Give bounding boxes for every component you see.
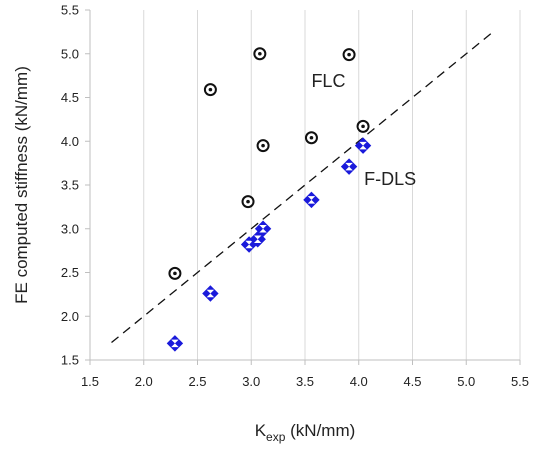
annotation-flc: FLC [311, 71, 345, 91]
data-markers [166, 47, 372, 352]
marker-dot [258, 51, 262, 56]
circle-dot-marker [253, 47, 267, 61]
marker-dot [347, 52, 351, 57]
marker-dot [261, 143, 265, 148]
circle-dot-marker [304, 131, 318, 145]
marker-diamond-inner [206, 289, 215, 298]
marker-diamond-inner [171, 339, 179, 348]
circle-dot-marker [256, 139, 270, 153]
circle-dot-marker [342, 48, 356, 62]
y-tick-label: 3.5 [61, 178, 79, 193]
x-tick-label: 5.5 [511, 374, 529, 389]
annotation-fdls: F-DLS [364, 169, 416, 189]
marker-diamond-inner [359, 141, 367, 150]
marker-dot [361, 124, 365, 129]
x-tick-label: 4.0 [350, 374, 368, 389]
y-tick-label: 5.0 [61, 46, 79, 61]
grid-lines [143, 10, 521, 360]
x-tick-label: 2.5 [188, 374, 206, 389]
marker-dot [208, 87, 213, 92]
x-tick-label: 2.0 [135, 374, 153, 389]
reference-line [111, 29, 496, 344]
x-axis-title-base: K [255, 421, 267, 440]
axes [85, 9, 521, 365]
y-axis-title: FE computed stiffness (kN/mm) [12, 66, 31, 304]
x-tick-label: 3.0 [242, 374, 260, 389]
marker-diamond-inner [307, 196, 316, 204]
y-tick-label: 2.5 [61, 265, 79, 280]
marker-diamond-inner [259, 225, 267, 233]
diamond-marker [354, 137, 372, 154]
x-tick-label: 3.5 [296, 374, 314, 389]
x-tick-label: 5.0 [457, 374, 475, 389]
y-tick-label: 3.0 [61, 221, 79, 236]
reference-line-group [111, 29, 496, 344]
marker-dot [173, 271, 177, 276]
x-axis-title-suffix: (kN/mm) [285, 421, 355, 440]
diamond-marker [166, 335, 184, 352]
circle-dot-marker [168, 266, 182, 280]
y-tick-label: 4.0 [61, 134, 79, 149]
y-tick-label: 1.5 [61, 353, 79, 368]
circle-dot-marker [203, 83, 217, 97]
marker-dot [309, 135, 314, 140]
marker-diamond-inner [253, 235, 262, 243]
marker-diamond-inner [245, 240, 253, 249]
tick-labels: 1.5 2.0 2.5 3.0 3.5 4.0 4.5 5.0 5.5 1.5 2.0 2.5 3.0 3… [61, 3, 529, 390]
y-tick-label: 2.0 [61, 309, 79, 324]
x-axis-title-subscript: exp [266, 430, 286, 444]
x-tick-label: 4.5 [403, 374, 421, 389]
diamond-marker [303, 191, 320, 209]
marker-diamond-inner [345, 162, 353, 171]
diamond-marker [340, 158, 358, 175]
marker-dot [246, 199, 250, 204]
x-tick-label: 1.5 [81, 374, 99, 389]
y-tick-label: 5.5 [61, 3, 79, 18]
diamond-marker [249, 231, 266, 248]
circle-dot-marker [241, 195, 255, 209]
y-tick-label: 4.5 [61, 90, 79, 105]
x-axis-title: Kexp (kN/mm) [255, 421, 356, 444]
diamond-marker [202, 285, 219, 302]
circle-dot-marker [356, 119, 370, 133]
diamond-marker [254, 220, 272, 237]
